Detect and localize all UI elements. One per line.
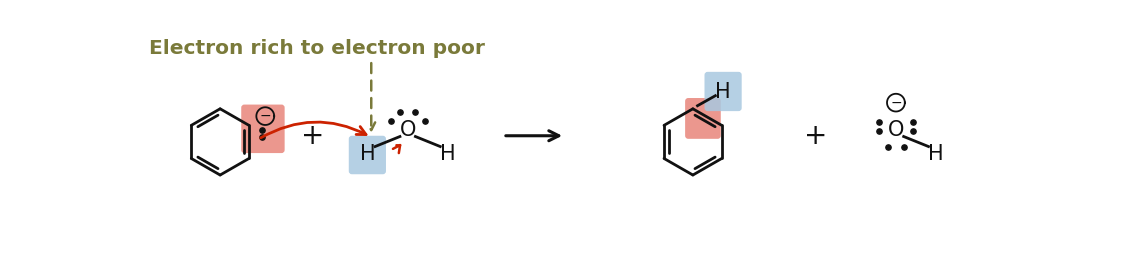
FancyBboxPatch shape	[704, 72, 742, 111]
Text: −: −	[890, 96, 901, 110]
FancyBboxPatch shape	[349, 136, 386, 174]
Text: O: O	[888, 120, 904, 140]
Text: O: O	[399, 120, 415, 140]
Text: H: H	[440, 144, 455, 164]
Text: +: +	[301, 122, 325, 150]
Text: H: H	[359, 144, 375, 164]
Text: H: H	[714, 82, 730, 102]
Text: +: +	[803, 122, 827, 150]
Text: −: −	[259, 109, 272, 123]
FancyBboxPatch shape	[685, 98, 721, 139]
Text: Electron rich to electron poor: Electron rich to electron poor	[148, 39, 485, 59]
Text: H: H	[929, 144, 944, 164]
FancyBboxPatch shape	[241, 105, 284, 153]
